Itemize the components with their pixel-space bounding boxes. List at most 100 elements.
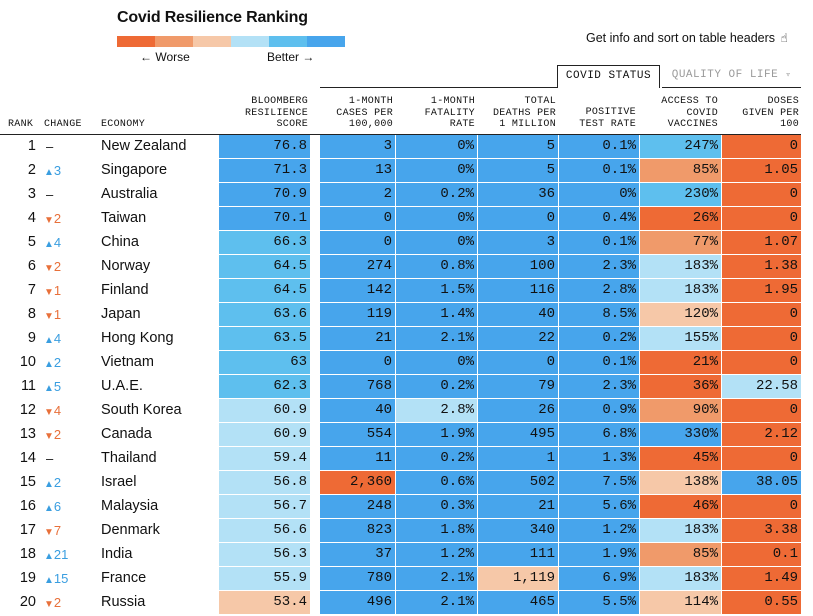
economy-cell: Denmark	[101, 522, 160, 538]
table-row[interactable]: 3– Australia 70.9 2 0.2% 36 0% 230% 0	[0, 183, 813, 207]
vaccine-access-cell: 26%	[640, 207, 721, 230]
table-row[interactable]: 20 ▼2 Russia 53.4 496 2.1% 465 5.5% 114% 0.55	[0, 591, 813, 615]
table-row[interactable]: 16 ▲6 Malaysia 56.7 248 0.3% 21 5.6% 46% 0	[0, 495, 813, 519]
table-row[interactable]: 4 ▼2 Taiwan 70.1 0 0% 0 0.4% 26% 0	[0, 207, 813, 231]
table-row[interactable]: 9 ▲4 Hong Kong 63.5 21 2.1% 22 0.2% 155% 0	[0, 327, 813, 351]
header-doses[interactable]: DOSES GIVEN PER 100	[742, 96, 799, 130]
rank-cell: 17	[19, 522, 36, 538]
doses-cell: 1.49	[722, 567, 801, 590]
header-cases[interactable]: 1-MONTH CASES PER 100,000	[336, 96, 393, 130]
header-economy[interactable]: ECONOMY	[101, 119, 146, 130]
economy-cell: Australia	[101, 186, 158, 202]
resilience-score-cell: 60.9	[219, 399, 310, 422]
tab-covid-status[interactable]: COVID STATUS	[557, 65, 660, 88]
vaccine-access-cell: 183%	[640, 279, 721, 302]
table-row[interactable]: 5 ▲4 China 66.3 0 0% 3 0.1% 77% 1.07	[0, 231, 813, 255]
deaths-cell: 1,119	[478, 567, 558, 590]
table-row[interactable]: 12 ▼4 South Korea 60.9 40 2.8% 26 0.9% 90% 0	[0, 399, 813, 423]
resilience-score-cell: 60.9	[219, 423, 310, 446]
vaccine-access-cell: 247%	[640, 135, 721, 158]
vaccine-access-cell: 77%	[640, 231, 721, 254]
table-row[interactable]: 18 ▲21 India 56.3 37 1.2% 111 1.9% 85% 0.1	[0, 543, 813, 567]
positive-rate-cell: 0.1%	[559, 159, 639, 182]
header-change[interactable]: CHANGE	[44, 119, 82, 130]
cases-cell: 142	[320, 279, 395, 302]
table-row[interactable]: 11 ▲5 U.A.E. 62.3 768 0.2% 79 2.3% 36% 22.58	[0, 375, 813, 399]
economy-cell: China	[101, 234, 139, 250]
cases-cell: 274	[320, 255, 395, 278]
resilience-score-cell: 62.3	[219, 375, 310, 398]
table-row[interactable]: 8 ▼1 Japan 63.6 119 1.4% 40 8.5% 120% 0	[0, 303, 813, 327]
doses-cell: 0	[722, 447, 801, 470]
deaths-cell: 40	[478, 303, 558, 326]
cases-cell: 21	[320, 327, 395, 350]
deaths-cell: 1	[478, 447, 558, 470]
economy-cell: Vietnam	[101, 354, 154, 370]
table-row[interactable]: 6 ▼2 Norway 64.5 274 0.8% 100 2.3% 183% 1.38	[0, 255, 813, 279]
positive-rate-cell: 7.5%	[559, 471, 639, 494]
change-value: –	[46, 139, 54, 154]
header-vaccine-access[interactable]: ACCESS TO COVID VACCINES	[661, 96, 718, 130]
vaccine-access-cell: 183%	[640, 567, 721, 590]
legend-swatch	[117, 36, 155, 47]
doses-cell: 0.1	[722, 543, 801, 566]
fatality-cell: 1.4%	[396, 303, 477, 326]
change-value: 15	[53, 571, 69, 586]
deaths-cell: 340	[478, 519, 558, 542]
deaths-cell: 111	[478, 543, 558, 566]
positive-rate-cell: 2.3%	[559, 375, 639, 398]
cases-cell: 780	[320, 567, 395, 590]
header-rank[interactable]: RANK	[8, 119, 34, 130]
table-row[interactable]: 1– New Zealand 76.8 3 0% 5 0.1% 247% 0	[0, 135, 813, 159]
up-triangle-icon: ▲	[44, 167, 54, 178]
header-fatality[interactable]: 1-MONTH FATALITY RATE	[424, 96, 475, 130]
cases-cell: 11	[320, 447, 395, 470]
up-triangle-icon: ▲	[44, 479, 54, 490]
change-cell: ▲3	[44, 159, 94, 182]
positive-rate-cell: 1.3%	[559, 447, 639, 470]
resilience-score-cell: 56.3	[219, 543, 310, 566]
change-value: 2	[53, 475, 62, 490]
table-row[interactable]: 14– Thailand 59.4 11 0.2% 1 1.3% 45% 0	[0, 447, 813, 471]
deaths-cell: 26	[478, 399, 558, 422]
legend-swatch	[269, 36, 307, 47]
vaccine-access-cell: 85%	[640, 159, 721, 182]
table-row[interactable]: 2 ▲3 Singapore 71.3 13 0% 5 0.1% 85% 1.05	[0, 159, 813, 183]
cases-cell: 37	[320, 543, 395, 566]
deaths-cell: 5	[478, 159, 558, 182]
rank-cell: 7	[27, 282, 36, 298]
header-deaths[interactable]: TOTAL DEATHS PER 1 MILLION	[492, 96, 556, 130]
header-resilience-score[interactable]: BLOOMBERG RESILIENCE SCORE	[244, 96, 308, 130]
deaths-cell: 5	[478, 135, 558, 158]
economy-cell: Israel	[101, 474, 137, 490]
table-row[interactable]: 17 ▼7 Denmark 56.6 823 1.8% 340 1.2% 183% 3.38	[0, 519, 813, 543]
rank-cell: 3	[27, 186, 36, 202]
down-triangle-icon: ▼	[44, 431, 54, 442]
tab-quality-of-life[interactable]: QUALITY OF LIFE ▿	[662, 65, 801, 88]
economy-cell: Russia	[101, 594, 146, 610]
down-triangle-icon: ▼	[44, 287, 54, 298]
legend-worse-label: ← Worse	[140, 50, 190, 64]
table-top-rule	[0, 134, 801, 135]
table-row[interactable]: 15 ▲2 Israel 56.8 2,360 0.6% 502 7.5% 138% 38.05	[0, 471, 813, 495]
table-row[interactable]: 19 ▲15 France 55.9 780 2.1% 1,119 6.9% 183% 1.49	[0, 567, 813, 591]
positive-rate-cell: 0.2%	[559, 327, 639, 350]
resilience-score-cell: 56.6	[219, 519, 310, 542]
doses-cell: 0	[722, 207, 801, 230]
header-positive-rate[interactable]: POSITIVE TEST RATE	[579, 107, 636, 130]
deaths-cell: 502	[478, 471, 558, 494]
legend-better-label: Better →	[267, 50, 315, 64]
doses-cell: 0	[722, 327, 801, 350]
table-row[interactable]: 13 ▼2 Canada 60.9 554 1.9% 495 6.8% 330% 2.12	[0, 423, 813, 447]
positive-rate-cell: 0%	[559, 183, 639, 206]
table-row[interactable]: 10 ▲2 Vietnam 63 0 0% 0 0.1% 21% 0	[0, 351, 813, 375]
resilience-score-cell: 71.3	[219, 159, 310, 182]
rank-cell: 11	[20, 378, 36, 394]
change-cell: ▲5	[44, 375, 94, 398]
change-value: 6	[53, 499, 62, 514]
change-value: 2	[53, 427, 62, 442]
rank-cell: 19	[19, 570, 36, 586]
table-row[interactable]: 7 ▼1 Finland 64.5 142 1.5% 116 2.8% 183% 1.95	[0, 279, 813, 303]
vaccine-access-cell: 183%	[640, 519, 721, 542]
resilience-score-cell: 63	[219, 351, 310, 374]
